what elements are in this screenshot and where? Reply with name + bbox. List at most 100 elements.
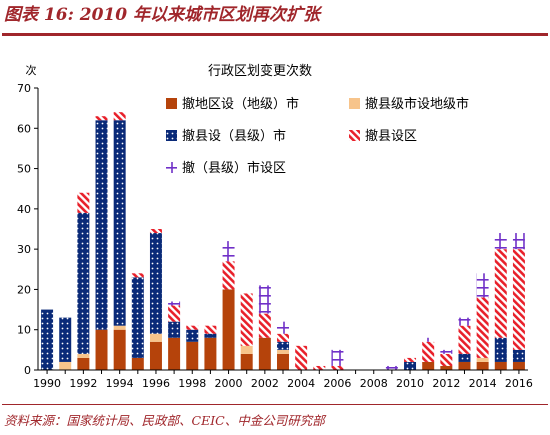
bar-1999-series-0	[204, 337, 217, 370]
bar-2004-series-3	[295, 345, 308, 370]
legend-swatch-0	[166, 98, 177, 109]
bar-1991-series-2	[59, 317, 72, 362]
bar-2011-series-4	[422, 337, 435, 342]
bar-1996-series-2	[149, 233, 162, 334]
bar-1994-series-1	[113, 325, 126, 330]
bar-2003-series-0	[277, 353, 289, 370]
bar-1992-series-1	[77, 353, 90, 358]
y-tick-label-50: 50	[17, 163, 31, 176]
bar-1999-series-2	[204, 333, 217, 338]
y-tick-label-20: 20	[17, 283, 31, 296]
bar-2015-series-3	[494, 249, 507, 338]
bar-chart: 行政区划变更次数 次 0 10 20 30 40 50 60 70 1990 1992 1994 19…	[17, 63, 533, 390]
bar-1993-series-2	[95, 120, 108, 330]
bar-1997-series-2	[168, 321, 181, 338]
bar-2001-series-1	[240, 345, 253, 354]
legend-label-4: 撤（县级）市设区	[182, 160, 286, 176]
bar-1995-series-0	[131, 357, 144, 370]
bar-2011-series-0	[422, 361, 435, 370]
bar-2006-series-4	[331, 349, 344, 366]
x-tick-label-2000: 2000	[215, 377, 243, 390]
bar-2016-series-2	[512, 349, 525, 362]
y-axis-label: 次	[26, 63, 37, 77]
bar-2013-series-0	[458, 361, 471, 370]
bar-1993-series-3	[95, 116, 108, 121]
bar-1991-series-1	[59, 361, 72, 370]
bar-2002-series-0	[258, 337, 271, 370]
x-tick-label-2012: 2012	[432, 377, 460, 390]
bar-2014-series-0	[476, 361, 489, 370]
x-tick-label-2010: 2010	[396, 377, 424, 390]
y-tick-label-70: 70	[17, 82, 31, 95]
bar-2011-series-3	[422, 341, 435, 362]
bar-2001-series-3	[240, 293, 253, 346]
bar-2005-series-3	[313, 365, 326, 370]
x-tick-label-2014: 2014	[469, 377, 497, 390]
bar-2010-series-2	[404, 361, 417, 370]
bar-1997-series-3	[168, 305, 181, 322]
legend-swatch-2	[166, 130, 177, 141]
bar-2014-series-4	[476, 273, 489, 298]
x-tick-label-2008: 2008	[360, 377, 388, 390]
legend-label-2: 撤县设（县级）市	[182, 128, 286, 144]
bar-1996-series-3	[149, 229, 162, 234]
bar-2012-series-4	[440, 349, 453, 354]
bar-1993-series-0	[95, 329, 108, 370]
bar-2003-series-3	[277, 333, 289, 342]
bar-1992-series-0	[77, 357, 90, 370]
y-tick-label-30: 30	[17, 243, 31, 256]
bar-2000-series-3	[222, 261, 235, 290]
bar-1997-series-4	[168, 301, 181, 306]
x-tick-label-2016: 2016	[505, 377, 533, 390]
y-tick-label-60: 60	[17, 122, 31, 135]
bar-1996-series-0	[149, 341, 162, 370]
x-tick-label-1998: 1998	[178, 377, 206, 390]
x-tick-label-1992: 1992	[69, 377, 97, 390]
bar-1998-series-0	[186, 341, 199, 370]
legend-label-0: 撤地区设（地级）市	[182, 96, 299, 112]
bar-2014-series-3	[476, 297, 489, 358]
bar-1995-series-3	[131, 273, 144, 278]
y-tick-label-40: 40	[17, 203, 31, 216]
bar-2001-series-0	[240, 353, 253, 370]
legend-swatch-3	[349, 130, 360, 141]
bar-2002-series-4	[258, 285, 271, 314]
bar-1996-series-1	[149, 333, 162, 342]
bar-2013-series-3	[458, 325, 471, 354]
bar-1995-series-2	[131, 277, 144, 358]
legend-swatch-4	[166, 162, 177, 173]
legend-label-1: 撤县级市设地级市	[365, 96, 469, 112]
bar-1999-series-3	[204, 325, 217, 334]
y-tick-label-10: 10	[17, 324, 31, 337]
x-tick-label-1990: 1990	[33, 377, 61, 390]
bar-2012-series-3	[440, 353, 453, 366]
source-rule	[2, 404, 548, 405]
bar-2000-series-0	[222, 289, 235, 370]
bar-2012-series-0	[440, 365, 453, 370]
bar-1994-series-3	[113, 112, 126, 121]
bar-2003-series-2	[277, 341, 289, 350]
bar-2006-series-3	[331, 365, 344, 370]
bar-2010-series-3	[404, 357, 417, 362]
bar-2016-series-3	[512, 249, 525, 350]
bar-2013-series-4	[458, 317, 471, 326]
bar-2003-series-1	[277, 349, 289, 354]
bar-2016-series-4	[512, 233, 525, 250]
bar-1998-series-3	[186, 325, 199, 330]
legend-label-3: 撤县设区	[365, 128, 417, 144]
bar-1994-series-0	[113, 329, 126, 370]
bar-1997-series-0	[168, 337, 181, 370]
bar-2015-series-4	[494, 233, 507, 250]
bar-2015-series-0	[494, 361, 507, 370]
x-tick-label-2006: 2006	[323, 377, 351, 390]
figure-title: 图表 16: 2010 年以来城市区划再次扩张	[4, 5, 321, 25]
x-tick-label-2002: 2002	[251, 377, 279, 390]
x-tick-label-2004: 2004	[287, 377, 315, 390]
x-tick-label-1996: 1996	[142, 377, 170, 390]
bar-2013-series-2	[458, 353, 471, 362]
bar-1998-series-2	[186, 329, 199, 342]
bar-1994-series-2	[113, 120, 126, 326]
y-tick-label-0: 0	[24, 364, 31, 377]
legend-swatch-1	[349, 98, 360, 109]
bar-2002-series-3	[258, 313, 271, 338]
